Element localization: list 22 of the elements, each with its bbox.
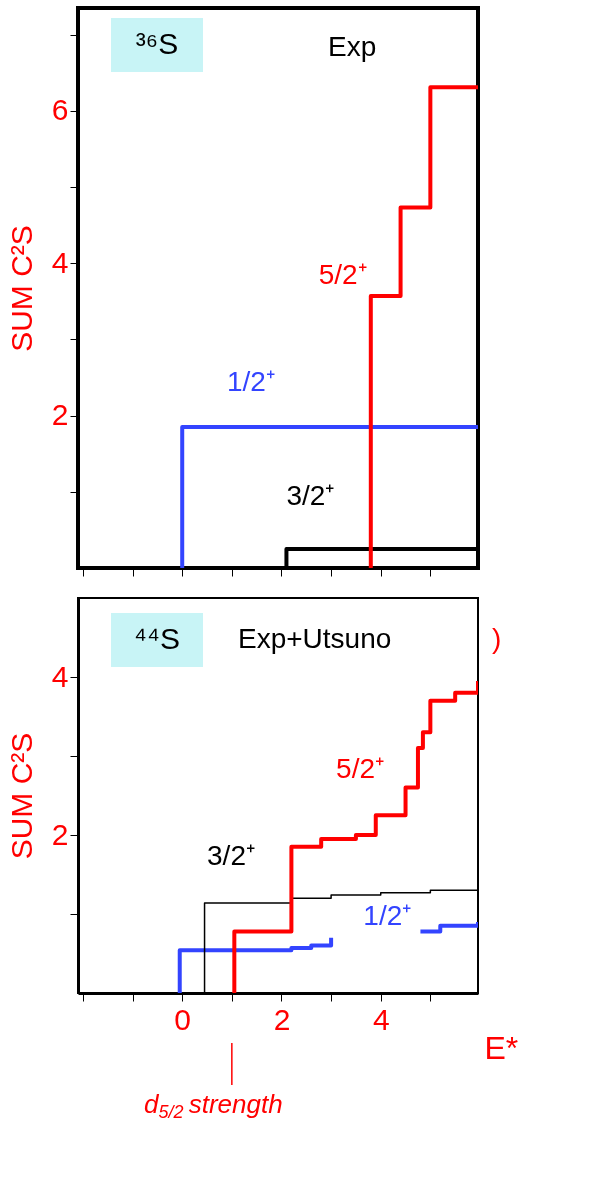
y-tick-label: 4 (51, 659, 69, 693)
y-axis-title: SUM C²S (4, 225, 38, 352)
annotation: Exp (328, 31, 377, 62)
x-tick-label: 4 (372, 1002, 390, 1036)
series-label: 5/2⁺ (318, 258, 367, 290)
series-label: 1/2⁺ (363, 900, 412, 932)
series-label: 1/2⁺ (226, 365, 275, 397)
y-tick-label: 2 (51, 817, 69, 851)
series-label: 5/2⁺ (336, 752, 384, 784)
text: ) (492, 623, 502, 654)
y-tick-label: 4 (51, 245, 69, 279)
x-axis-title: E* (484, 1029, 519, 1066)
x-tick-label: 2 (273, 1002, 291, 1036)
series-label: 3/2⁺ (286, 479, 335, 511)
y-axis-title: SUM C²S (4, 732, 38, 860)
y-tick-label: 2 (51, 398, 69, 432)
annotation: ⁴⁴S (134, 622, 180, 655)
x-tick-label: 0 (174, 1002, 192, 1036)
y-tick-label: 6 (51, 93, 69, 127)
annotation: ³⁶S (135, 27, 179, 60)
series-label: 3/2⁺ (207, 839, 255, 871)
annotation: Exp+Utsuno (238, 623, 392, 654)
